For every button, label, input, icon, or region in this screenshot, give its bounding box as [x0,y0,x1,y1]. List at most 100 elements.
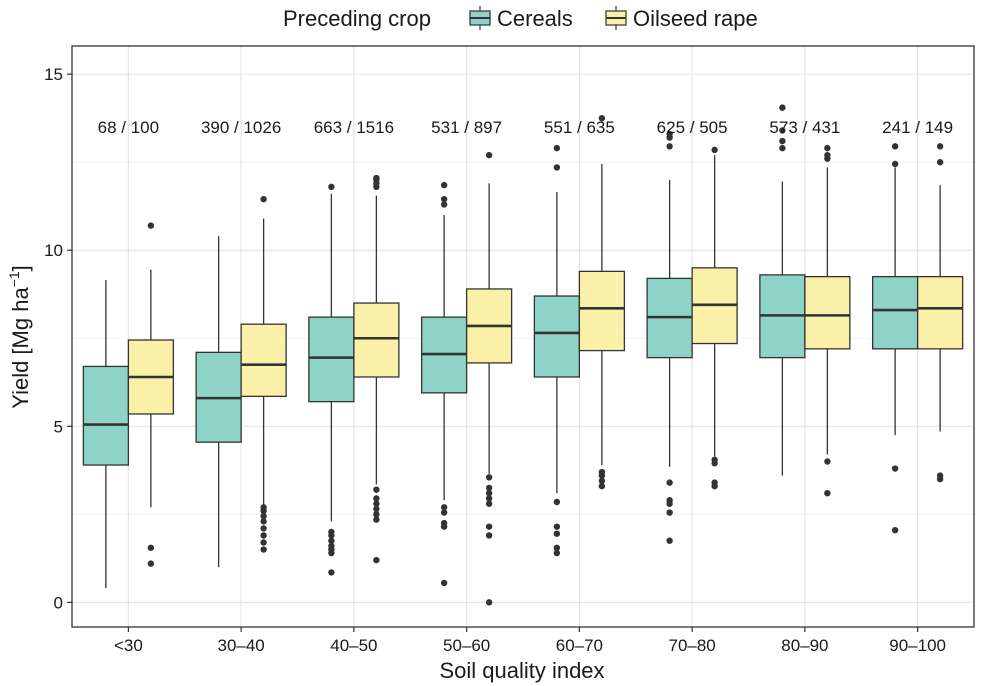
outlier-point [373,511,380,518]
legend-title: Preceding crop [283,6,431,31]
x-tick-label: 30–40 [217,636,264,655]
count-label: 241 / 149 [882,118,953,137]
outlier-point [779,104,786,111]
box-oilseed-rape [353,174,400,564]
outlier-point [440,519,448,527]
outlier-point [936,143,944,150]
x-axis-title: Soil quality index [439,658,604,683]
outlier-point [485,489,493,497]
outlier-point [824,458,831,465]
outlier-point [485,474,493,481]
y-tick-label: 0 [54,593,63,612]
legend-label-oilseed-rape: Oilseed rape [633,6,758,31]
outlier-point [260,504,267,511]
outlier-point [666,130,673,138]
count-label: 531 / 897 [431,118,502,137]
y-axis-title: Yield [Mg ha−1] [6,265,33,409]
outlier-point [485,500,493,507]
outlier-point [711,146,718,154]
y-axis-title-superscript: −1 [6,271,22,287]
outlier-point [485,523,493,530]
outlier-point [485,151,493,159]
outlier-point [779,137,786,145]
outlier-point [936,472,944,479]
outlier-point [260,539,267,546]
outlier-point [891,143,899,150]
outlier-point [598,482,606,490]
outlier-point [373,505,380,513]
box-oilseed-rape [465,151,513,606]
box-oilseed-rape [916,143,964,483]
outlier-point [328,183,335,191]
outlier-point [779,127,786,134]
y-tick-label: 15 [44,65,63,84]
outlier-point [666,497,673,504]
x-tick-label: 60–70 [556,636,603,655]
outlier-point [824,144,831,152]
x-tick-label: 80–90 [781,636,828,655]
outlier-point [553,549,561,557]
plot-area: 68 / 100 390 / 1026 663 / 1516 531 / 897 551… [44,45,975,655]
panel-border [71,45,975,628]
outlier-point [260,518,267,525]
y-axis-title-bracket: ] [8,265,33,271]
box-cereals [533,144,581,557]
outlier-point [373,516,380,523]
box-body [804,275,851,350]
outlier-point [147,560,155,567]
outlier-point [373,486,380,493]
count-label: 390 / 1026 [201,118,281,137]
box-oilseed-rape [127,222,175,567]
outlier-point [373,500,380,507]
box-body [578,270,626,352]
outlier-point [553,544,561,551]
y-tick-label: 10 [44,241,63,260]
box-cereals [82,280,130,589]
outlier-point [260,532,267,539]
box-body [871,275,919,350]
outlier-point [440,195,448,203]
outlier-point [373,495,380,502]
box-oilseed-rape [691,146,738,490]
x-tick-label: <30 [114,636,143,655]
box-body [82,365,130,466]
box-body [308,316,355,403]
outlier-point [553,523,561,530]
outlier-point [485,495,493,502]
outlier-point [147,222,155,229]
outlier-point [891,465,899,472]
outlier-point [485,484,493,492]
count-label: 573 / 431 [769,118,840,137]
y-axis-title-text: Yield [Mg ha [8,287,33,409]
outlier-point [260,525,267,532]
x-tick-label: 50–60 [443,636,490,655]
outlier-point [553,530,561,537]
outlier-point [553,164,561,171]
outlier-point [260,195,267,203]
count-label: 551 / 635 [544,118,615,137]
box-cereals [871,143,919,534]
outlier-point [485,599,493,606]
outlier-point [891,160,899,168]
outlier-point [260,512,267,520]
box-cereals [420,181,468,587]
legend: Preceding crop Cereals Oilseed rape [283,6,758,31]
count-label: 663 / 1516 [314,118,394,137]
outlier-point [824,151,831,159]
outlier-point [598,114,606,122]
outlier-point [440,201,448,208]
outlier-point [666,509,673,516]
x-tick-label: 40–50 [330,636,377,655]
box-cereals [646,130,693,544]
outlier-point [666,143,673,150]
box-body [916,275,964,350]
outlier-point [711,456,718,463]
x-tick-label: 70–80 [668,636,715,655]
outlier-point [328,528,335,536]
box-oilseed-rape [578,114,626,490]
outlier-point [485,532,493,539]
outlier-point [328,569,335,576]
outlier-point [440,181,448,189]
outlier-point [711,479,718,486]
